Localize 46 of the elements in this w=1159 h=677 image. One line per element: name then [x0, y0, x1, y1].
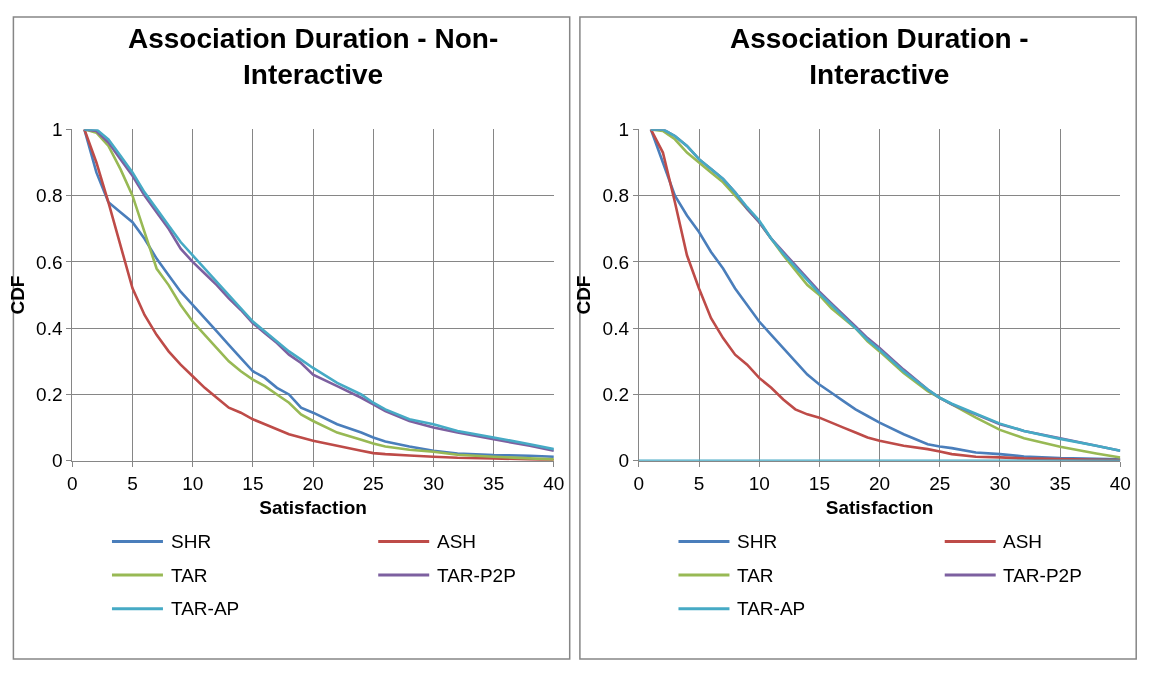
x-tick-label: 30 [422, 472, 445, 494]
legend-label: SHR [171, 531, 212, 552]
y-tick-label: 0 [51, 450, 63, 472]
legend-label: TAR-AP [737, 598, 806, 619]
x-tick-label: 5 [127, 472, 138, 494]
y-tick-label: 0 [618, 450, 630, 472]
legend-label: ASH [1003, 531, 1043, 552]
chart-title: Association Duration - Non-Interactive [128, 23, 499, 91]
legend-label: TAR [737, 565, 774, 586]
x-tick-label: 25 [362, 472, 384, 494]
legend-label: TAR-P2P [1003, 565, 1082, 586]
x-tick-label: 0 [633, 472, 645, 494]
x-tick-label: 40 [1109, 472, 1131, 494]
y-tick-label: 0.4 [602, 317, 630, 339]
x-tick-label: 10 [748, 472, 770, 494]
chart-title: Association Duration - Interactive [730, 23, 1029, 91]
legend-label: TAR-P2P [437, 565, 516, 586]
x-axis-title: Satisfaction [825, 497, 934, 519]
legend-label: ASH [437, 531, 477, 552]
x-tick-label: 35 [483, 472, 505, 494]
legend-label: TAR-AP [171, 598, 240, 619]
y-axis-title: CDF [573, 275, 595, 315]
x-tick-label: 15 [242, 472, 264, 494]
y-tick-label: 0.4 [36, 317, 63, 339]
x-tick-label: 15 [808, 472, 830, 494]
y-tick-label: 0.6 [602, 251, 630, 273]
y-axis-title: CDF [6, 275, 28, 315]
x-tick-label: 30 [989, 472, 1011, 494]
y-tick-label: 0.8 [602, 185, 630, 207]
y-tick-label: 0.2 [602, 384, 630, 406]
x-tick-label: 20 [302, 472, 324, 494]
y-tick-label: 0.8 [36, 185, 63, 207]
x-tick-label: 25 [929, 472, 951, 494]
x-tick-label: 0 [67, 472, 78, 494]
x-tick-label: 40 [543, 472, 565, 494]
x-tick-label: 20 [869, 472, 891, 494]
y-tick-label: 1 [618, 118, 630, 140]
x-axis-title: Satisfaction [259, 497, 367, 519]
y-tick-label: 0.2 [36, 384, 63, 406]
x-tick-label: 10 [182, 472, 204, 494]
y-tick-label: 1 [51, 118, 63, 140]
legend-label: TAR [171, 565, 208, 586]
y-tick-label: 0.6 [36, 251, 63, 273]
x-tick-label: 35 [1049, 472, 1071, 494]
x-tick-label: 5 [693, 472, 705, 494]
legend-label: SHR [737, 531, 778, 552]
